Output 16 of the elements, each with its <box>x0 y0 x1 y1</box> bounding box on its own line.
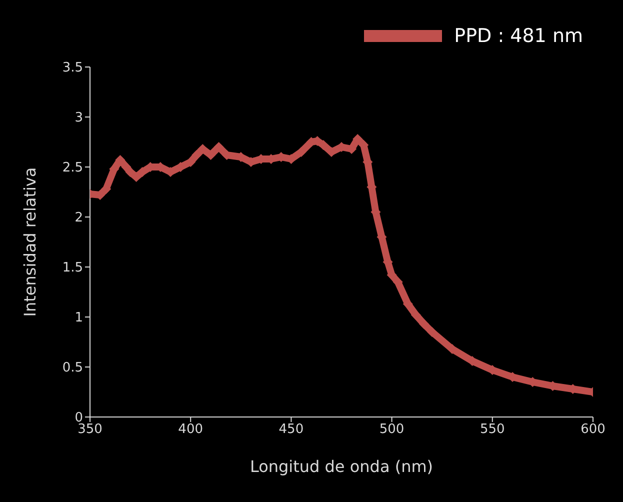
y-tick-label: 1.5 <box>62 260 83 276</box>
y-tick-label: 0.5 <box>62 360 83 376</box>
x-tick-label: 600 <box>580 422 606 438</box>
x-axis-title: Longitud de onda (nm) <box>250 457 434 476</box>
y-tick-label: 1 <box>74 310 83 326</box>
y-tick-label: 2 <box>74 210 83 226</box>
x-tick-label: 450 <box>278 422 304 438</box>
legend-label: PPD : 481 nm <box>454 25 583 47</box>
x-tick-label: 400 <box>178 422 204 438</box>
y-tick-label: 3 <box>74 110 83 126</box>
x-tick-label: 350 <box>78 422 102 438</box>
x-tick-label: 550 <box>480 422 505 438</box>
x-tick-label: 500 <box>379 422 404 438</box>
y-tick-label: 3.5 <box>62 60 83 76</box>
y-axis-title: Intensidad relativa <box>20 167 40 317</box>
y-tick-label: 2.5 <box>62 160 83 176</box>
